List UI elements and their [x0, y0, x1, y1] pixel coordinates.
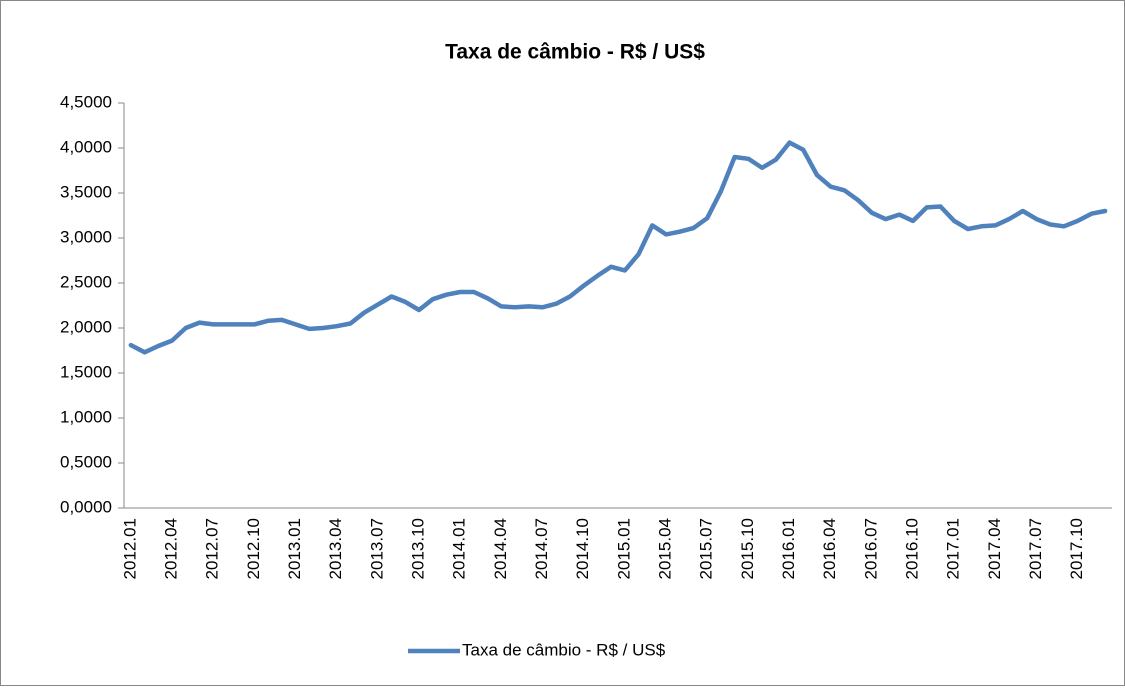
x-tick-label: 2016.10 [903, 518, 922, 579]
x-tick-label: 2016.07 [861, 518, 880, 579]
x-tick-label: 2012.10 [244, 518, 263, 579]
x-tick-label: 2017.10 [1067, 518, 1086, 579]
x-tick-label: 2014.04 [491, 518, 510, 579]
x-tick-label: 2014.01 [450, 518, 469, 579]
x-tick-label: 2017.01 [944, 518, 963, 579]
x-tick-label: 2015.10 [738, 518, 757, 579]
x-tick-label: 2017.04 [985, 518, 1004, 579]
x-tick-label: 2012.07 [203, 518, 222, 579]
y-tick-label: 3,0000 [60, 227, 112, 246]
x-tick-label: 2017.07 [1026, 518, 1045, 579]
y-tick-label: 1,5000 [60, 362, 112, 381]
x-tick-label: 2012.04 [162, 518, 181, 579]
y-tick-label: 2,5000 [60, 272, 112, 291]
x-tick-label: 2012.01 [120, 518, 139, 579]
x-tick-label: 2015.01 [614, 518, 633, 579]
legend-label: Taxa de câmbio - R$ / US$ [462, 640, 666, 659]
y-tick-label: 1,0000 [60, 407, 112, 426]
x-tick-label: 2016.01 [779, 518, 798, 579]
x-tick-label: 2015.04 [656, 518, 675, 579]
x-tick-label: 2013.01 [285, 518, 304, 579]
x-tick-label: 2015.07 [697, 518, 716, 579]
x-tick-label: 2014.07 [532, 518, 551, 579]
chart-title: Taxa de câmbio - R$ / US$ [445, 41, 705, 64]
x-tick-label: 2013.10 [409, 518, 428, 579]
x-tick-label: 2013.04 [326, 518, 345, 579]
x-tick-label: 2016.04 [820, 518, 839, 579]
data-line [128, 140, 1108, 355]
x-tick-label: 2013.07 [367, 518, 386, 579]
y-tick-label: 2,0000 [60, 317, 112, 336]
y-tick-label: 4,0000 [60, 137, 112, 156]
y-tick-label: 0,0000 [60, 497, 112, 516]
x-tick-label: 2014.10 [573, 518, 592, 579]
y-tick-label: 3,5000 [60, 182, 112, 201]
y-tick-label: 4,5000 [60, 92, 112, 111]
y-tick-label: 0,5000 [60, 452, 112, 471]
